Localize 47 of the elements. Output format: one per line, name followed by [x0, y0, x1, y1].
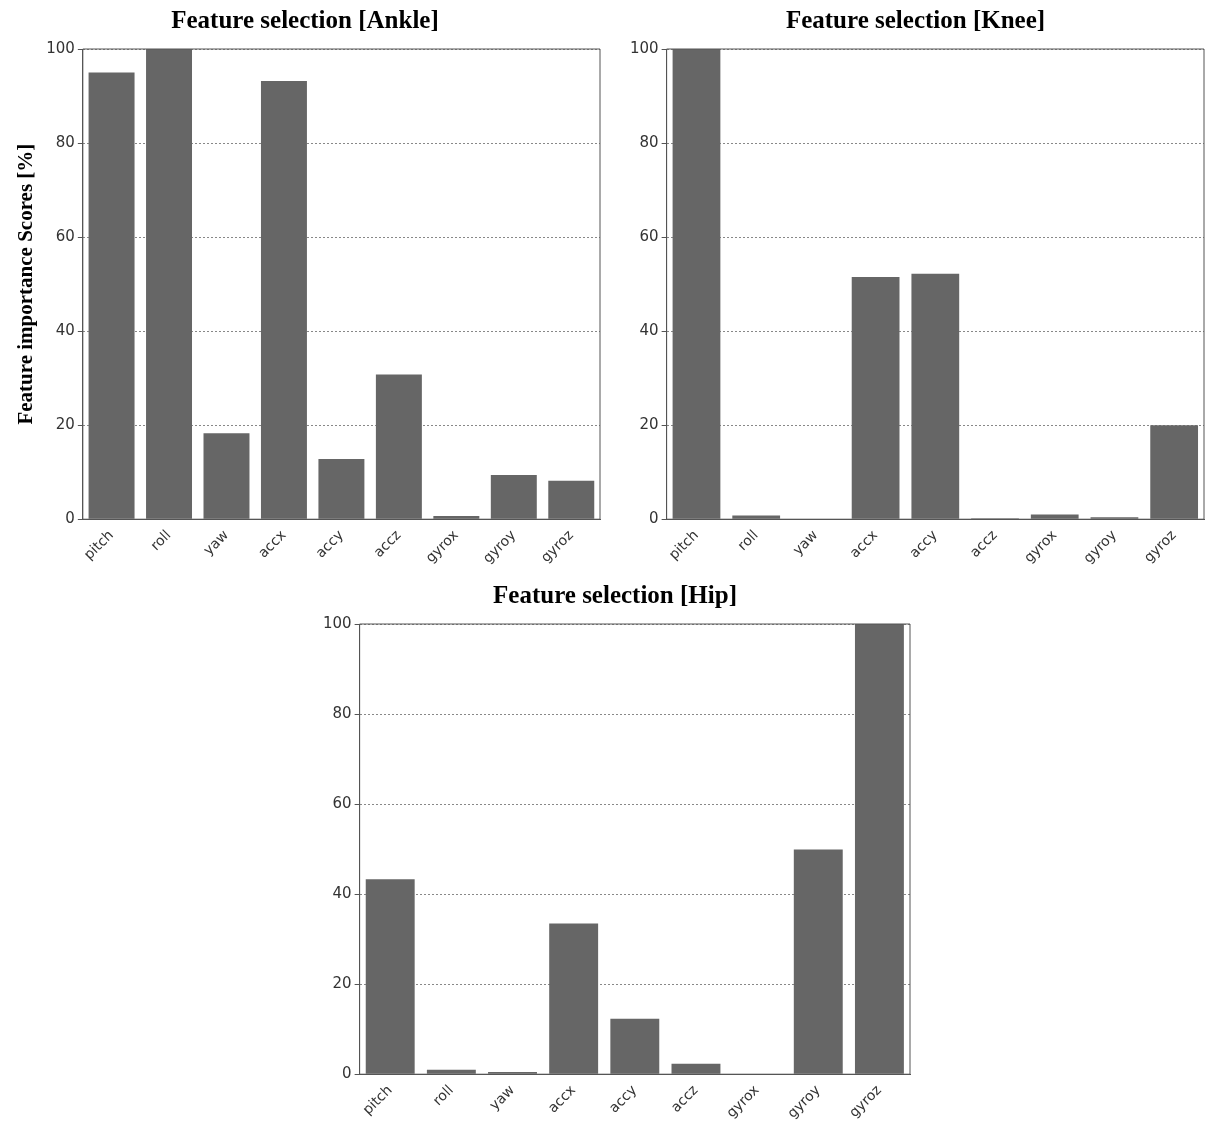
- y-tick-label: 40: [55, 321, 75, 340]
- y-tick-label: 80: [332, 703, 352, 722]
- y-tick-label: 60: [639, 226, 659, 245]
- bar: [433, 515, 480, 519]
- bar: [671, 1063, 721, 1074]
- bar: [1030, 514, 1079, 519]
- bar: [548, 480, 595, 519]
- bar: [318, 459, 365, 519]
- y-tick-label: 0: [65, 509, 75, 528]
- bar: [146, 49, 193, 519]
- y-tick-label: 20: [639, 415, 659, 434]
- bar: [88, 72, 135, 519]
- bar: [365, 879, 415, 1074]
- bar: [610, 1018, 660, 1074]
- bar: [260, 80, 307, 519]
- bar: [426, 1069, 476, 1074]
- bar: [549, 923, 599, 1074]
- y-axis-title: Feature importance Scores [%]: [13, 143, 38, 425]
- y-tick-label: 80: [55, 132, 75, 151]
- y-tick-label: 100: [322, 613, 352, 632]
- bar: [851, 277, 900, 519]
- y-tick-label: 40: [639, 321, 659, 340]
- y-tick-label: 0: [649, 509, 659, 528]
- bar: [732, 515, 781, 519]
- y-tick-label: 20: [332, 974, 352, 993]
- bar: [854, 624, 904, 1074]
- y-tick-label: 100: [629, 38, 659, 57]
- y-tick-label: 100: [46, 38, 75, 57]
- bar: [911, 273, 960, 519]
- y-tick-label: 40: [332, 884, 352, 903]
- chart-title: Feature selection [Hip]: [493, 581, 737, 609]
- bar: [672, 49, 721, 519]
- x-tick-label: roll: [734, 526, 761, 554]
- x-tick-label: roll: [146, 526, 174, 554]
- y-tick-label: 60: [332, 793, 352, 812]
- y-tick-label: 20: [55, 415, 75, 434]
- bar: [375, 374, 422, 519]
- y-tick-label: 80: [639, 132, 659, 151]
- chart-title: Feature selection [Knee]: [785, 6, 1046, 34]
- bar: [490, 475, 537, 519]
- bar: [203, 433, 250, 519]
- bar: [793, 849, 843, 1074]
- chart-title: Feature selection [Ankle]: [171, 6, 439, 34]
- y-tick-label: 60: [55, 226, 75, 245]
- bar: [1150, 425, 1199, 519]
- x-tick-label: roll: [429, 1081, 457, 1109]
- y-tick-label: 0: [342, 1064, 352, 1083]
